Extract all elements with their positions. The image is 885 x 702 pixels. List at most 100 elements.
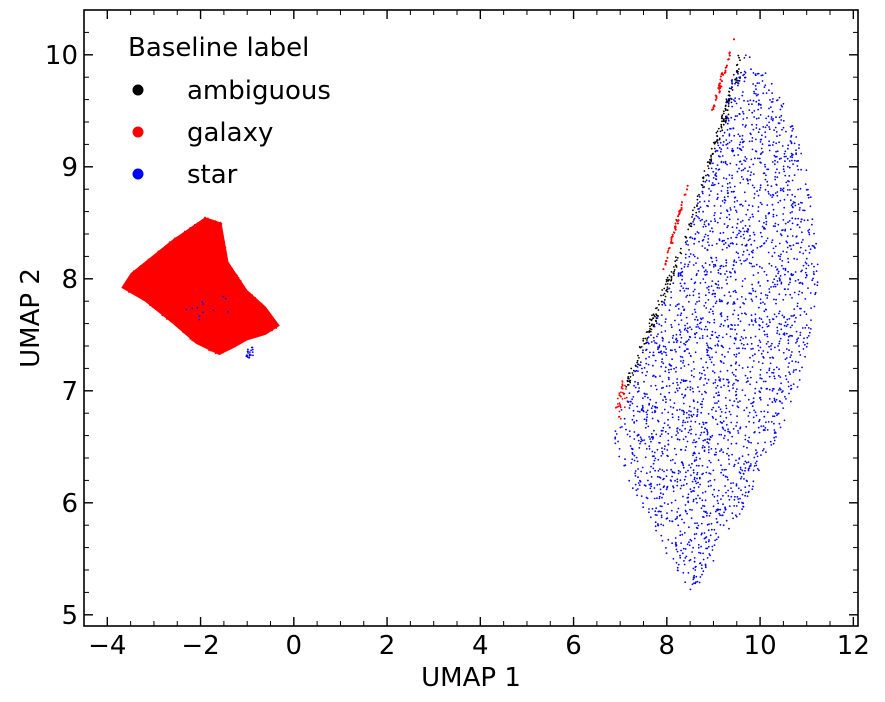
star-point xyxy=(649,351,651,354)
star-point xyxy=(804,327,807,329)
x-tick-label: 12 xyxy=(837,631,870,661)
star-point xyxy=(748,140,751,143)
galaxy-point xyxy=(198,231,200,234)
ambiguous-point xyxy=(636,359,639,362)
galaxy-point xyxy=(203,322,206,325)
galaxy-point xyxy=(248,334,250,337)
galaxy-point xyxy=(229,322,232,325)
star-point xyxy=(722,474,725,476)
star-point xyxy=(642,502,644,505)
star-point xyxy=(793,320,796,323)
galaxy-point xyxy=(128,283,131,286)
star-point xyxy=(652,462,655,465)
galaxy-point xyxy=(192,226,195,229)
star-point xyxy=(795,368,797,371)
star-point xyxy=(661,336,664,339)
star-point xyxy=(725,115,728,118)
galaxy-point xyxy=(177,303,179,305)
star-point xyxy=(739,497,741,500)
star-point xyxy=(754,84,757,87)
star-point xyxy=(778,172,781,174)
galaxy-point xyxy=(194,300,197,303)
galaxy-point xyxy=(711,108,713,111)
star-point xyxy=(767,404,769,406)
galaxy-point xyxy=(674,222,677,225)
star-point xyxy=(745,381,748,383)
galaxy-point xyxy=(183,252,185,255)
star-point xyxy=(734,362,737,365)
star-point xyxy=(768,288,771,290)
galaxy-point xyxy=(137,279,140,282)
star-point xyxy=(705,361,708,364)
star-point xyxy=(711,310,714,313)
star-point xyxy=(679,479,682,482)
star-point xyxy=(636,460,639,463)
star-point xyxy=(703,532,706,534)
star-point xyxy=(650,341,653,343)
star-point xyxy=(741,219,744,222)
star-point xyxy=(683,478,686,481)
star-point xyxy=(805,188,808,191)
ambiguous-point xyxy=(684,241,687,244)
star-point xyxy=(682,571,685,574)
galaxy-point xyxy=(185,291,188,294)
galaxy-point xyxy=(264,309,267,311)
galaxy-point xyxy=(153,281,156,284)
galaxy-point xyxy=(227,284,230,287)
star-point xyxy=(675,545,677,547)
star-point xyxy=(728,458,730,461)
star-point xyxy=(711,334,714,337)
star-point xyxy=(710,220,712,223)
star-point xyxy=(684,324,686,327)
star-point xyxy=(718,146,721,149)
star-point xyxy=(754,335,757,338)
star-point xyxy=(744,460,747,463)
star-point xyxy=(670,436,673,438)
star-point xyxy=(644,456,647,459)
star-point xyxy=(663,448,666,450)
star-point xyxy=(695,565,697,568)
galaxy-point xyxy=(192,291,195,293)
galaxy-point xyxy=(138,281,141,283)
star-point xyxy=(680,336,683,339)
star-point xyxy=(707,241,709,244)
star-point xyxy=(702,439,705,442)
star-point xyxy=(765,421,767,424)
star-point xyxy=(781,145,784,147)
galaxy-point xyxy=(250,300,253,303)
star-point xyxy=(791,297,793,299)
star-point xyxy=(718,298,721,301)
star-point xyxy=(719,150,722,153)
star-point xyxy=(698,390,701,393)
star-point xyxy=(654,510,657,513)
galaxy-point xyxy=(159,275,162,278)
star-point xyxy=(775,302,777,305)
galaxy-point xyxy=(171,310,173,312)
galaxy-point xyxy=(183,303,186,306)
star-point xyxy=(637,482,640,484)
galaxy-point xyxy=(197,277,200,280)
galaxy-point xyxy=(220,294,223,296)
galaxy-point xyxy=(254,320,256,323)
galaxy-point xyxy=(208,248,211,250)
star-point xyxy=(744,298,747,300)
galaxy-point xyxy=(198,304,201,307)
star-point xyxy=(699,282,702,284)
galaxy-point xyxy=(200,293,202,296)
star-point xyxy=(769,194,772,197)
galaxy-point xyxy=(196,222,199,225)
star-point xyxy=(718,376,720,378)
star-point xyxy=(713,183,716,186)
star-point xyxy=(680,285,683,287)
ambiguous-point xyxy=(703,170,706,172)
star-point xyxy=(706,287,708,289)
star-point xyxy=(654,521,657,524)
star-point xyxy=(697,386,699,388)
star-point xyxy=(755,414,758,417)
star-point xyxy=(763,242,765,245)
star-point xyxy=(751,140,753,143)
star-point xyxy=(739,400,741,403)
galaxy-point xyxy=(236,279,239,282)
galaxy-point xyxy=(165,283,167,285)
galaxy-point xyxy=(210,337,213,340)
